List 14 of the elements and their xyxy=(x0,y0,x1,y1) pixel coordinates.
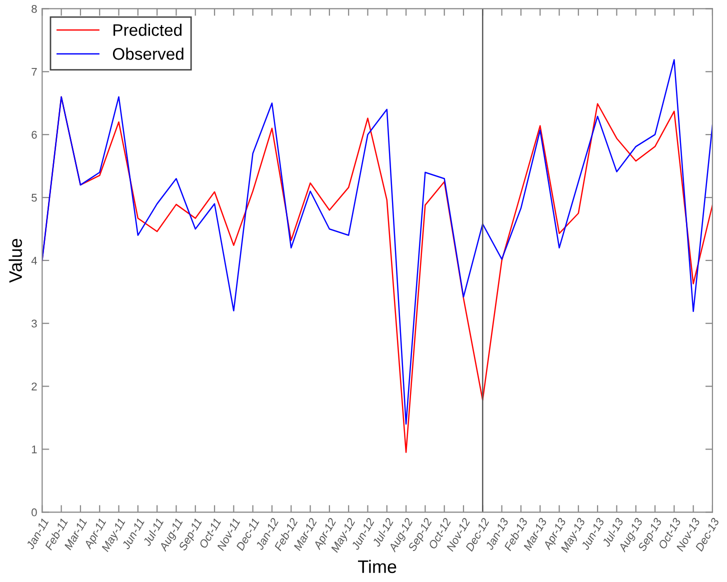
y-tick-label: 0 xyxy=(32,508,37,516)
y-tick-label: 2 xyxy=(32,382,37,390)
line-series xyxy=(42,59,712,425)
y-axis-title: Value xyxy=(8,238,22,283)
y-tick-label: 6 xyxy=(32,130,37,139)
legend-label: Predicted xyxy=(114,24,182,36)
y-tick-label: 5 xyxy=(32,194,37,202)
legend-label: Observed xyxy=(112,48,184,60)
y-tick-label: 1 xyxy=(32,446,37,454)
y-tick-label: 7 xyxy=(32,68,37,76)
y-tick-label: 8 xyxy=(32,4,37,13)
y-tick-label: 4 xyxy=(31,256,37,264)
x-axis-title: Time xyxy=(358,560,396,574)
y-tick-label: 3 xyxy=(32,320,37,328)
